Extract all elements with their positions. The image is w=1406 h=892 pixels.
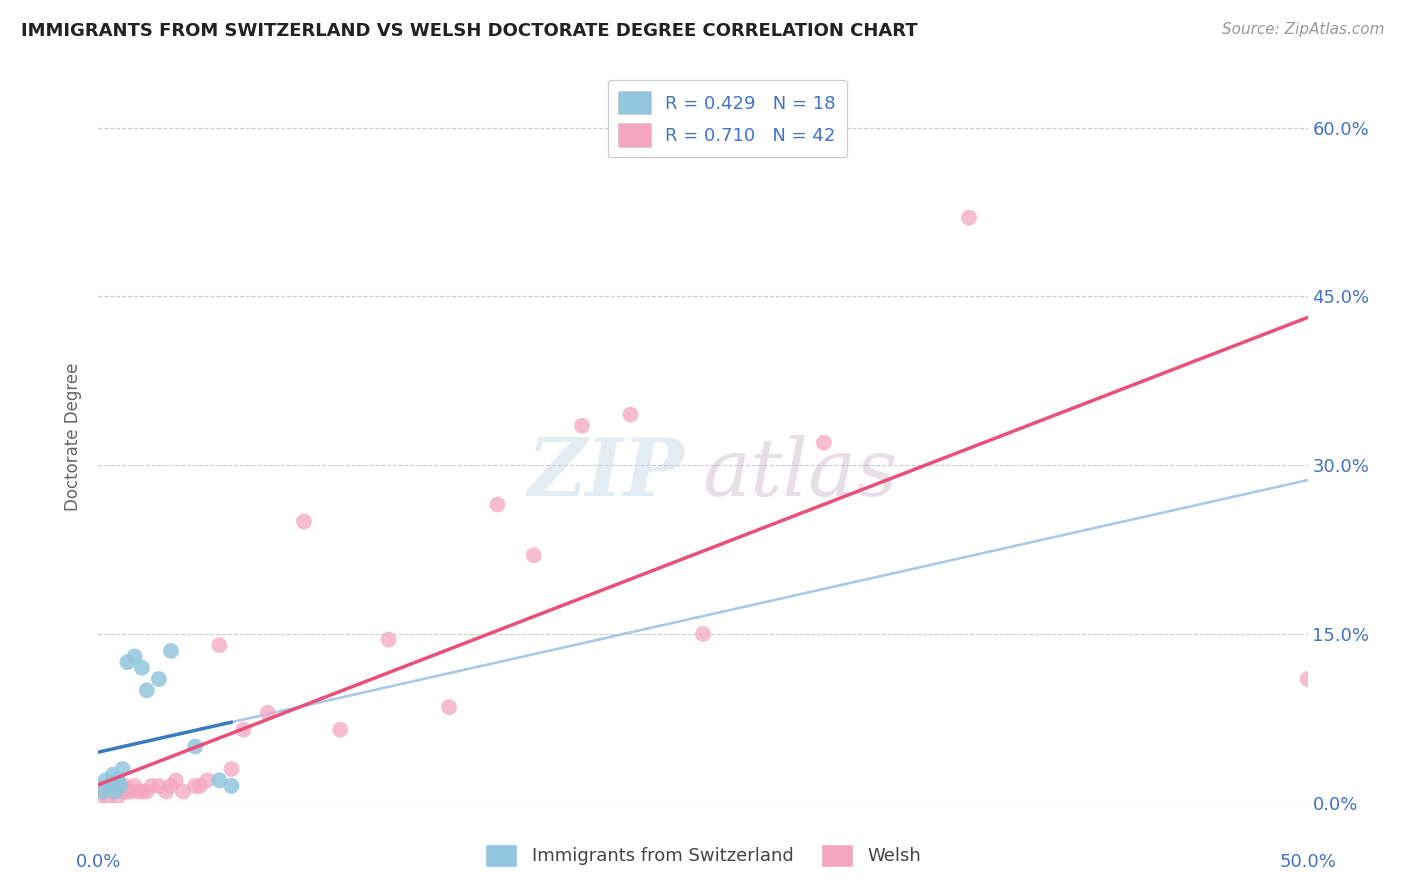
Point (957, 211, 980, 225)
Point (117, 784, 139, 798)
Point (124, 779, 146, 793)
Text: ZIP: ZIP (527, 435, 685, 512)
Point (184, 779, 207, 793)
Point (232, 723, 254, 737)
Point (195, 773, 218, 788)
Point (208, 773, 231, 788)
Point (127, 784, 149, 798)
Text: Source: ZipAtlas.com: Source: ZipAtlas.com (1222, 22, 1385, 37)
Point (97, 779, 120, 793)
Point (1296, 672, 1319, 686)
Text: 50.0%: 50.0% (1279, 854, 1336, 871)
Point (813, 435, 835, 450)
Point (107, 790, 129, 805)
Point (101, 767, 124, 781)
Legend: Immigrants from Switzerland, Welsh: Immigrants from Switzerland, Welsh (478, 837, 928, 874)
Point (131, 784, 153, 798)
Legend: R = 0.429   N = 18, R = 0.710   N = 42: R = 0.429 N = 18, R = 0.710 N = 42 (607, 80, 846, 158)
Point (108, 784, 131, 798)
Point (160, 644, 183, 658)
Point (104, 784, 127, 798)
Point (148, 779, 170, 793)
Point (486, 498, 509, 512)
Point (91, 784, 114, 798)
Point (97, 790, 120, 805)
Y-axis label: Doctorate Degree: Doctorate Degree (65, 363, 83, 511)
Point (135, 683, 157, 698)
Point (160, 779, 183, 793)
Point (184, 739, 207, 754)
Point (111, 762, 134, 776)
Point (571, 418, 593, 433)
Point (619, 408, 641, 422)
Point (131, 661, 153, 675)
Point (292, 515, 315, 529)
Point (124, 649, 146, 664)
Point (100, 779, 122, 793)
Point (118, 784, 141, 798)
Text: atlas: atlas (702, 435, 897, 512)
Point (94, 773, 117, 788)
Point (692, 627, 714, 641)
Point (208, 638, 231, 652)
Point (107, 773, 129, 788)
Point (141, 779, 163, 793)
Point (437, 700, 460, 714)
Point (117, 655, 139, 669)
Point (172, 784, 194, 798)
Point (329, 723, 352, 737)
Point (108, 779, 131, 793)
Point (256, 706, 278, 720)
Point (114, 779, 136, 793)
Point (100, 779, 122, 793)
Point (148, 672, 170, 686)
Point (377, 632, 399, 647)
Point (165, 773, 187, 788)
Point (221, 762, 243, 776)
Point (523, 548, 546, 562)
Point (155, 784, 177, 798)
Point (101, 784, 124, 798)
Text: IMMIGRANTS FROM SWITZERLAND VS WELSH DOCTORATE DEGREE CORRELATION CHART: IMMIGRANTS FROM SWITZERLAND VS WELSH DOC… (21, 22, 918, 40)
Point (91, 784, 114, 798)
Point (111, 784, 134, 798)
Point (188, 779, 211, 793)
Point (94, 784, 117, 798)
Text: 0.0%: 0.0% (76, 854, 121, 871)
Point (135, 784, 157, 798)
Point (221, 779, 243, 793)
Point (104, 784, 127, 798)
Point (90, 790, 112, 805)
